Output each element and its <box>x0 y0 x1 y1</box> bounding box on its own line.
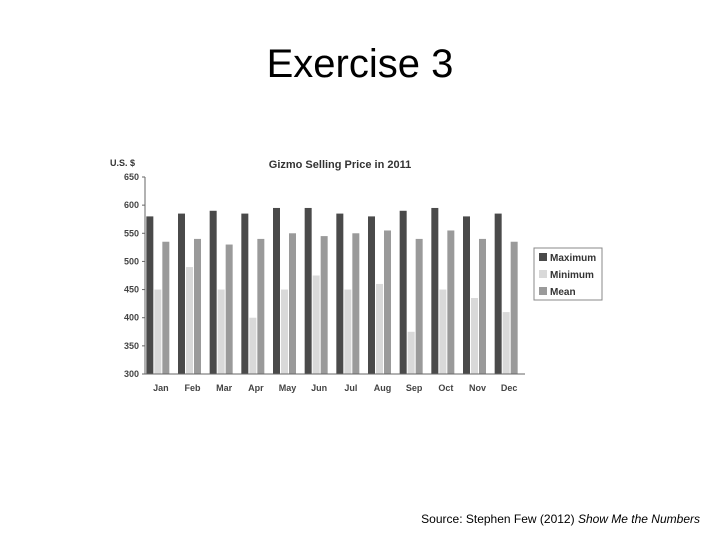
bar-maximum-mar <box>209 210 217 374</box>
x-tick-label: Mar <box>216 383 233 393</box>
bar-minimum-jul <box>344 289 352 374</box>
bar-maximum-oct <box>431 207 439 374</box>
bar-maximum-aug <box>368 216 375 374</box>
legend-label-maximum: Maximum <box>550 253 596 264</box>
slide-title: Exercise 3 <box>266 42 454 86</box>
bar-minimum-may <box>281 289 288 374</box>
bar-minimum-oct <box>439 289 447 374</box>
x-tick-label: Jul <box>344 383 357 393</box>
legend-swatch-maximum <box>539 253 547 261</box>
bar-minimum-mar <box>217 289 225 374</box>
chart-title: Gizmo Selling Price in 2011 <box>269 159 411 171</box>
legend: Maximum Minimum Mean <box>533 247 603 301</box>
legend-swatch-minimum <box>539 270 547 278</box>
bar-maximum-jan <box>146 216 154 374</box>
legend-swatch-mean <box>539 287 547 295</box>
bar-mean-sep <box>415 238 423 374</box>
legend-label-minimum: Minimum <box>550 270 594 281</box>
y-tick-label: 450 <box>124 285 139 295</box>
bar-minimum-feb <box>186 267 193 374</box>
bar-maximum-feb <box>178 213 185 374</box>
bar-mean-feb <box>194 238 201 374</box>
bar-minimum-aug <box>376 283 383 374</box>
bar-mean-mar <box>225 244 233 374</box>
y-tick-label: 600 <box>124 200 139 210</box>
bar-mean-jul <box>352 233 360 374</box>
x-tick-label: Aug <box>374 383 392 393</box>
x-tick-label: Nov <box>469 383 486 393</box>
bar-minimum-jun <box>312 275 320 374</box>
source-citation: Source: Stephen Few (2012) Show Me the N… <box>421 512 700 526</box>
bar-mean-apr <box>257 238 265 374</box>
y-tick-label: 300 <box>124 369 139 379</box>
legend-label-mean: Mean <box>550 287 576 298</box>
bar-mean-may <box>289 233 296 374</box>
bar-maximum-nov <box>463 216 470 374</box>
bar-mean-aug <box>384 230 391 374</box>
bar-maximum-jun <box>304 207 312 374</box>
bar-maximum-apr <box>241 213 249 374</box>
x-tick-label: Apr <box>248 383 264 393</box>
x-tick-label: May <box>279 383 297 393</box>
x-tick-label: Jan <box>153 383 169 393</box>
x-tick-label: Oct <box>438 383 453 393</box>
y-tick-label: 500 <box>124 256 139 266</box>
x-tick-label: Sep <box>406 383 423 393</box>
bar-maximum-may <box>273 207 280 374</box>
bar-maximum-sep <box>399 210 407 374</box>
bar-maximum-dec <box>494 213 502 374</box>
bar-maximum-jul <box>336 213 344 374</box>
source-book-title: Show Me the Numbers <box>577 512 700 526</box>
x-tick-label: Dec <box>501 383 518 393</box>
x-tick-label: Jun <box>311 383 327 393</box>
bar-mean-oct <box>447 230 455 374</box>
bar-mean-jun <box>320 236 328 374</box>
y-tick-label: 650 <box>124 172 139 182</box>
bar-minimum-apr <box>249 317 257 374</box>
source-prefix: Source: Stephen Few (2012) <box>421 512 578 526</box>
y-tick-label: 400 <box>124 313 139 323</box>
y-tick-label: 350 <box>124 341 139 351</box>
bar-minimum-sep <box>407 331 415 374</box>
bar-mean-dec <box>510 241 518 374</box>
y-axis-label: U.S. $ <box>110 158 135 168</box>
bar-minimum-nov <box>471 298 478 374</box>
bar-minimum-jan <box>154 289 162 374</box>
bar-mean-nov <box>479 238 486 374</box>
x-tick-label: Feb <box>184 383 201 393</box>
bar-mean-jan <box>162 241 170 374</box>
y-tick-label: 550 <box>124 228 139 238</box>
bar-minimum-dec <box>502 312 510 374</box>
